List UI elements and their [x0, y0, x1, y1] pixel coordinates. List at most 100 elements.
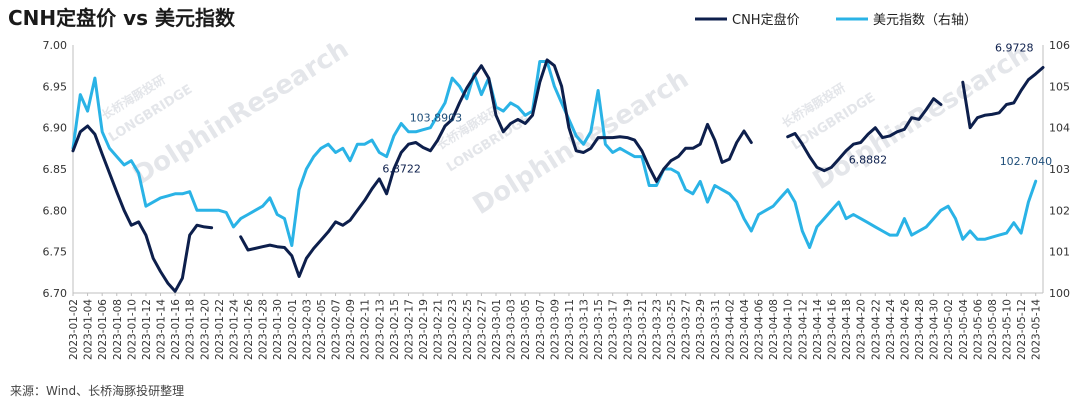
x-tick-label: 2023-04-02 [724, 299, 736, 360]
x-tick-label: 2023-04-12 [797, 299, 809, 360]
annotations: 103.8903 6.8722 6.8882 102.7040 6.9728 [382, 42, 1052, 176]
x-tick-label: 2023-02-13 [374, 299, 386, 360]
x-tick-label: 2023-01-24 [229, 299, 241, 360]
x-tick-label: 2023-04-06 [754, 299, 766, 360]
right-tick-label: 102 [1049, 204, 1070, 217]
x-tick-label: 2023-01-06 [97, 299, 109, 360]
x-tick-label: 2023-02-23 [447, 299, 459, 360]
x-tick-label: 2023-01-30 [272, 299, 284, 360]
data-label: 6.8722 [382, 163, 421, 176]
x-tick-label: 2023-02-15 [389, 299, 401, 360]
x-tick-label: 2023-03-11 [564, 299, 576, 360]
right-tick-label: 101 [1049, 246, 1070, 259]
x-tick-label: 2023-02-11 [360, 299, 372, 360]
legend-label-cnh: CNH定盘价 [732, 12, 800, 28]
left-tick-label: 6.70 [43, 287, 68, 300]
x-tick-label: 2023-03-29 [695, 299, 707, 360]
x-tick-label: 2023-04-28 [914, 299, 926, 360]
x-axis-ticks: 2023-01-02 2023-01-04 2023-01-06 2023-01-08… [68, 293, 1043, 360]
x-tick-label: 2023-05-12 [1016, 299, 1028, 360]
data-label: 103.8903 [410, 112, 463, 125]
left-tick-label: 6.90 [43, 122, 68, 135]
x-tick-label: 2023-03-23 [652, 299, 664, 360]
x-tick-label: 2023-01-12 [141, 299, 153, 360]
x-tick-label: 2023-02-09 [345, 299, 357, 360]
x-tick-label: 2023-05-04 [958, 299, 970, 360]
x-tick-label: 2023-05-02 [943, 299, 955, 360]
x-tick-label: 2023-04-26 [899, 299, 911, 360]
right-tick-label: 100 [1049, 287, 1070, 300]
x-tick-label: 2023-01-02 [68, 299, 80, 360]
x-tick-label: 2023-03-19 [622, 299, 634, 360]
x-tick-label: 2023-05-08 [987, 299, 999, 360]
x-tick-label: 2023-03-05 [520, 299, 532, 360]
x-tick-label: 2023-04-24 [885, 299, 897, 360]
x-tick-label: 2023-03-15 [593, 299, 605, 360]
x-tick-label: 2023-02-27 [476, 299, 488, 360]
x-tick-label: 2023-03-17 [608, 299, 620, 360]
x-tick-label: 2023-04-22 [870, 299, 882, 360]
x-tick-label: 2023-04-04 [739, 299, 751, 360]
x-tick-label: 2023-04-14 [812, 299, 824, 360]
x-tick-label: 2023-02-21 [433, 299, 445, 360]
left-tick-label: 7.00 [43, 39, 68, 52]
right-tick-label: 105 [1049, 80, 1070, 93]
x-tick-label: 2023-01-10 [126, 299, 138, 360]
x-tick-label: 2023-04-30 [929, 299, 941, 360]
legend-label-dxy: 美元指数（右轴） [873, 13, 977, 28]
x-tick-label: 2023-01-26 [243, 299, 255, 360]
x-tick-label: 2023-03-31 [710, 299, 722, 360]
left-tick-label: 6.85 [43, 163, 68, 176]
x-tick-label: 2023-04-10 [783, 299, 795, 360]
left-tick-label: 6.80 [43, 204, 68, 217]
left-tick-label: 6.75 [43, 246, 68, 259]
x-tick-label: 2023-02-05 [316, 299, 328, 360]
x-tick-label: 2023-03-07 [535, 299, 547, 360]
data-label: 102.7040 [1000, 155, 1052, 168]
x-tick-label: 2023-03-27 [681, 299, 693, 360]
legend: CNH定盘价 美元指数（右轴） [695, 12, 977, 28]
x-tick-label: 2023-04-20 [856, 299, 868, 360]
dxy-line-segment [71, 60, 1038, 249]
x-tick-label: 2023-04-08 [768, 299, 780, 360]
cnh-line-segment [71, 124, 214, 293]
x-tick-label: 2023-05-10 [1002, 299, 1014, 360]
x-tick-label: 2023-03-03 [506, 299, 518, 360]
x-tick-label: 2023-01-20 [199, 299, 211, 360]
x-tick-label: 2023-03-21 [637, 299, 649, 360]
x-tick-label: 2023-04-18 [841, 299, 853, 360]
data-label: 6.8882 [849, 153, 888, 166]
x-tick-label: 2023-01-08 [112, 299, 124, 360]
left-axis-ticks: 6.70 6.75 6.80 6.85 6.90 6.95 7.00 [43, 39, 68, 300]
cnh-line-segment [961, 66, 1045, 130]
x-tick-label: 2023-02-03 [301, 299, 313, 360]
chart-title: CNH定盘价 vs 美元指数 [8, 6, 236, 30]
x-tick-label: 2023-01-14 [156, 299, 168, 360]
cnh-line-segment [786, 97, 943, 173]
x-tick-label: 2023-02-07 [331, 299, 343, 360]
cnh-line-segment [239, 58, 753, 278]
x-tick-label: 2023-03-25 [666, 299, 678, 360]
x-tick-label: 2023-02-17 [404, 299, 416, 360]
x-tick-label: 2023-01-28 [258, 299, 270, 360]
data-label: 6.9728 [995, 42, 1034, 55]
x-tick-label: 2023-02-01 [287, 299, 299, 360]
x-tick-label: 2023-05-14 [1031, 299, 1043, 360]
x-tick-label: 2023-01-04 [83, 299, 95, 360]
x-tick-label: 2023-02-25 [462, 299, 474, 360]
x-tick-label: 2023-03-13 [579, 299, 591, 360]
x-tick-label: 2023-05-06 [972, 299, 984, 360]
source-note: 来源：Wind、长桥海豚投研整理 [10, 383, 184, 398]
x-tick-label: 2023-03-01 [491, 299, 503, 360]
right-axis-ticks: 100 101 102 103 104 105 106 [1049, 39, 1070, 300]
right-tick-label: 104 [1049, 122, 1070, 135]
x-tick-label: 2023-03-09 [549, 299, 561, 360]
right-tick-label: 103 [1049, 163, 1070, 176]
x-tick-label: 2023-01-18 [185, 299, 197, 360]
x-tick-label: 2023-01-16 [170, 299, 182, 360]
right-tick-label: 106 [1049, 39, 1070, 52]
x-tick-label: 2023-04-16 [827, 299, 839, 360]
x-tick-label: 2023-01-22 [214, 299, 226, 360]
